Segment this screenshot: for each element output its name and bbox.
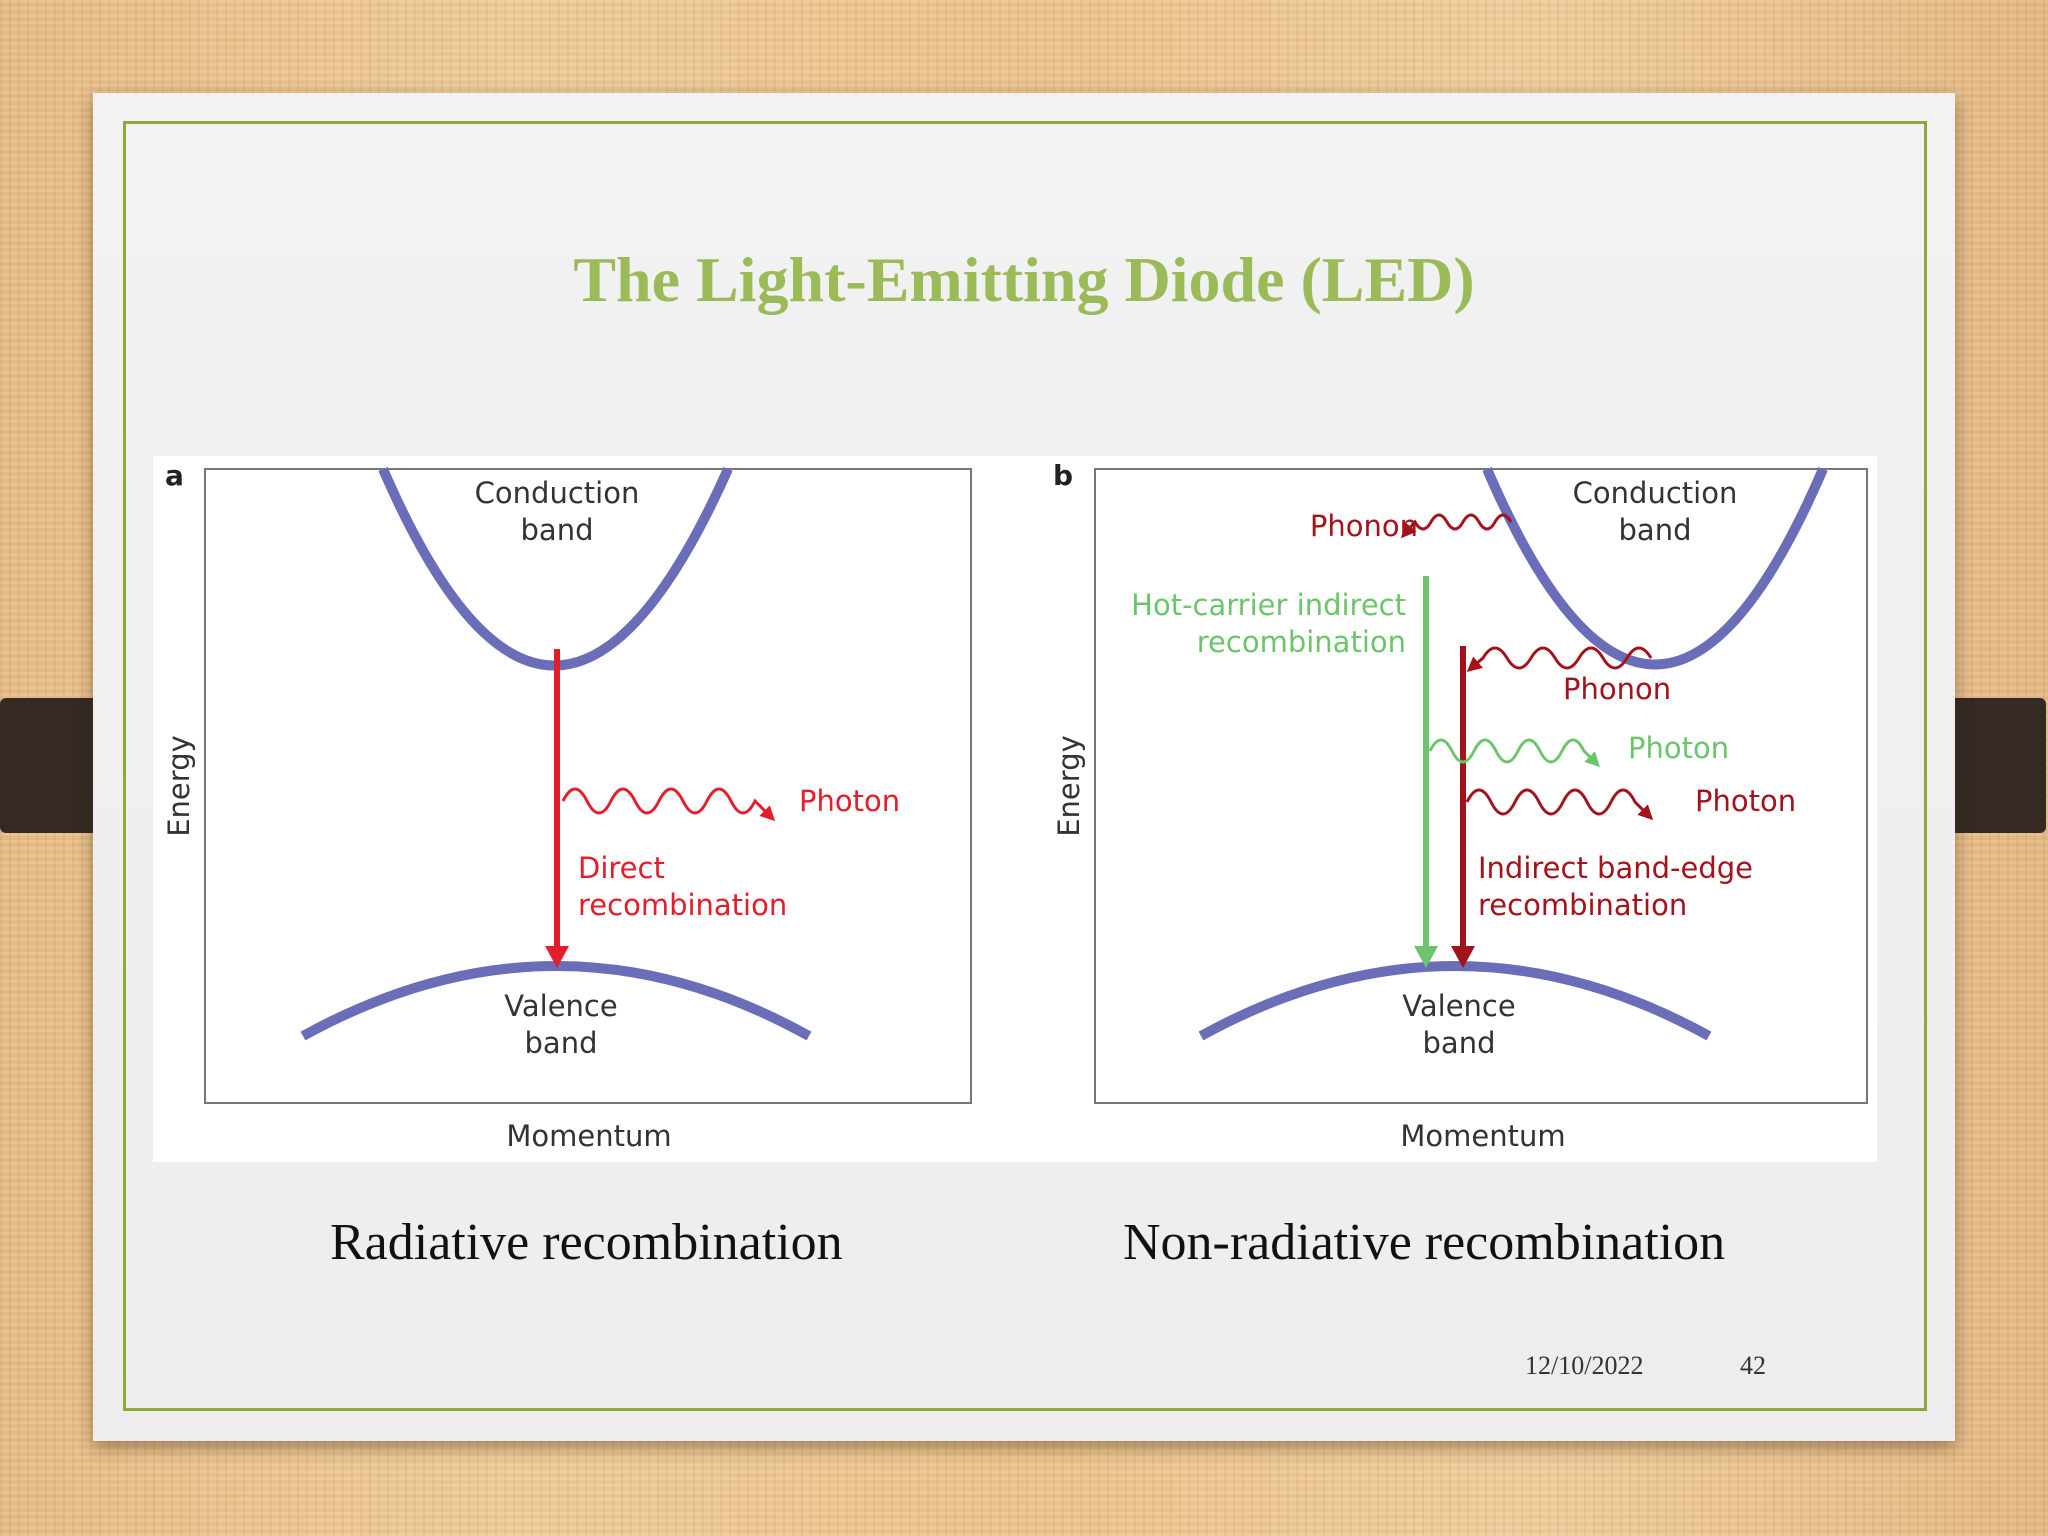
panel-b-conduction-band-curve bbox=[1482, 467, 1828, 670]
panel-b-indirect-label-2: recombination bbox=[1478, 888, 1687, 922]
panel-b-x-axis-label: Momentum bbox=[1400, 1119, 1565, 1153]
panel-a-direct-label-1: Direct bbox=[578, 851, 665, 885]
panel-b-conduction-label-1: Conduction bbox=[1573, 476, 1738, 510]
slide-title: The Light-Emitting Diode (LED) bbox=[573, 244, 1475, 315]
panel-a-direct-label-2: recombination bbox=[578, 888, 787, 922]
panel-a-photon-label: Photon bbox=[799, 784, 900, 818]
panel-b-photon-label-green: Photon bbox=[1628, 731, 1729, 765]
caption-radiative: Radiative recombination bbox=[330, 1214, 843, 1271]
panel-b-valence-band-curve bbox=[1198, 961, 1712, 1041]
panel-a-axes-box bbox=[204, 468, 972, 1104]
panel-a-photon-wave bbox=[561, 787, 776, 822]
panel-a-letter: a bbox=[165, 459, 184, 492]
panel-a: a Conduction band Valence band Photon Di… bbox=[162, 459, 972, 1153]
panel-a-recombination-arrowhead bbox=[545, 946, 569, 968]
panel-a-x-axis-label: Momentum bbox=[506, 1119, 671, 1153]
panel-b-hot-carrier-label-1: Hot-carrier indirect bbox=[1131, 588, 1406, 622]
panel-a-valence-label-1: Valence bbox=[504, 989, 617, 1023]
panel-b-band-edge-arrowhead bbox=[1451, 946, 1475, 968]
panel-a-valence-label-2: band bbox=[525, 1026, 598, 1060]
panel-b-valence-label-2: band bbox=[1423, 1026, 1496, 1060]
panel-b-photon-label-red: Photon bbox=[1695, 784, 1796, 818]
slide-date: 12/10/2022 bbox=[1525, 1351, 1644, 1380]
panel-b-phonon-wave-top bbox=[1401, 513, 1513, 539]
panel-b-y-axis-label: Energy bbox=[1052, 735, 1086, 837]
panel-b-axes-box bbox=[1094, 468, 1868, 1104]
panel-b-phonon-label-top: Phonon bbox=[1310, 509, 1418, 543]
panel-a-conduction-label-2: band bbox=[521, 513, 594, 547]
panel-b-hot-carrier-label-2: recombination bbox=[1197, 625, 1406, 659]
panel-a-conduction-label-1: Conduction bbox=[475, 476, 640, 510]
panel-b-letter: b bbox=[1053, 459, 1073, 492]
band-diagram-figure: a Conduction band Valence band Photon Di… bbox=[153, 456, 1877, 1162]
panel-b-conduction-label-2: band bbox=[1619, 513, 1692, 547]
panel-b-photon-wave-red bbox=[1465, 788, 1654, 821]
band-diagram-svg: a Conduction band Valence band Photon Di… bbox=[162, 459, 1868, 1153]
panel-b-hot-carrier-arrowhead bbox=[1414, 946, 1438, 968]
panel-a-y-axis-label: Energy bbox=[162, 735, 196, 837]
caption-non-radiative: Non-radiative recombination bbox=[1123, 1214, 1726, 1271]
slide-number: 42 bbox=[1740, 1351, 1766, 1380]
panel-b-indirect-label-1: Indirect band-edge bbox=[1478, 851, 1753, 885]
slide-frame bbox=[123, 121, 1927, 1411]
panel-b-valence-label-1: Valence bbox=[1402, 989, 1515, 1023]
panel-b: b Conduction band Va bbox=[1052, 459, 1868, 1153]
panel-b-phonon-wave-mid bbox=[1466, 646, 1653, 672]
slide: The Light-Emitting Diode (LED) a bbox=[93, 93, 1955, 1441]
panel-b-phonon-label-mid: Phonon bbox=[1563, 672, 1671, 706]
panel-b-photon-wave-green bbox=[1428, 738, 1601, 768]
